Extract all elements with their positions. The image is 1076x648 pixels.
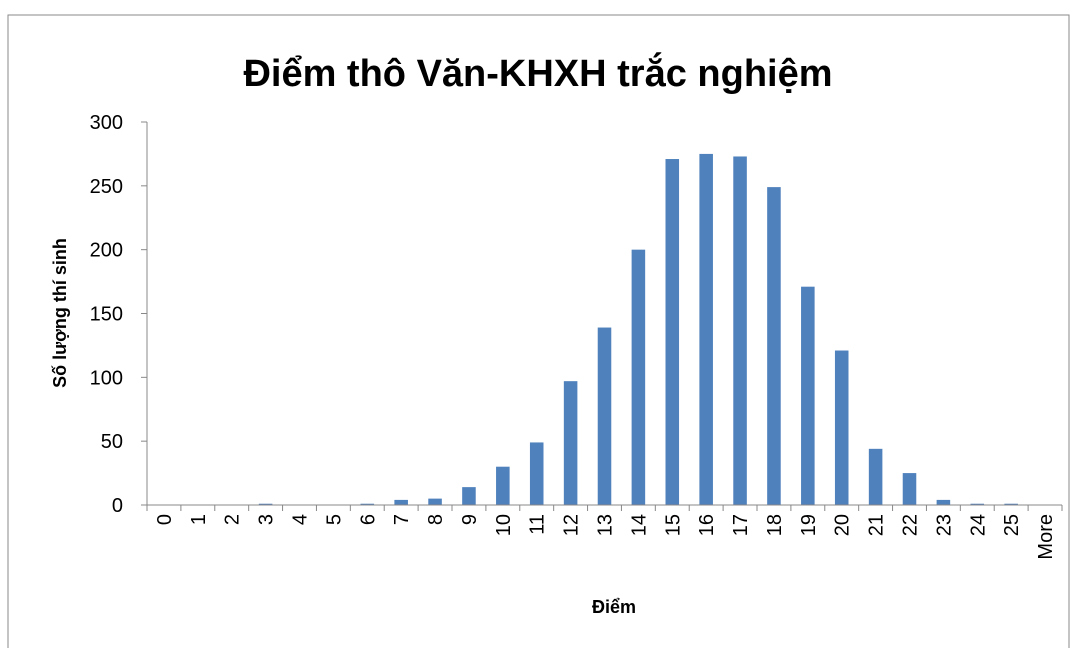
y-tick-label: 100 [90, 367, 123, 389]
x-tick-label: 24 [967, 514, 989, 536]
bar [767, 187, 781, 506]
x-tick-label: 20 [832, 514, 854, 536]
x-tick-label: 15 [662, 514, 684, 536]
x-tick-label: 1 [188, 514, 210, 525]
bar [394, 499, 408, 505]
x-tick-label: 6 [357, 514, 379, 525]
bar [733, 156, 747, 505]
x-tick-label: More [1035, 514, 1057, 560]
x-axis-label: Điểm [592, 597, 636, 617]
x-tick-label: 3 [256, 514, 278, 525]
x-tick-label: 23 [933, 514, 955, 536]
x-tick-label: 19 [798, 514, 820, 536]
y-tick-label: 150 [90, 304, 123, 326]
bar [801, 286, 815, 505]
x-tick-label: 7 [391, 514, 413, 525]
bar [665, 159, 680, 506]
x-tick-label: 4 [290, 514, 312, 525]
y-tick-label: 0 [112, 495, 123, 517]
x-tick-label: 17 [730, 514, 752, 536]
bar [1004, 503, 1018, 505]
x-tick-label: 16 [696, 514, 718, 536]
x-tick-label: 12 [561, 514, 583, 536]
y-tick-label: 300 [90, 112, 123, 134]
bar [462, 487, 476, 505]
y-axis-label: Số lượng thí sinh [50, 238, 70, 388]
bar [834, 350, 849, 505]
bar [597, 327, 612, 505]
x-tick-label: 5 [323, 514, 345, 525]
bar [699, 153, 713, 505]
y-tick-label: 50 [101, 431, 123, 453]
x-tick-label: 18 [764, 514, 786, 536]
x-tick-label: 22 [900, 514, 922, 536]
bar [529, 442, 544, 505]
x-tick-label: 9 [459, 514, 481, 525]
bar [936, 499, 951, 505]
bar [360, 503, 375, 505]
bar [563, 381, 578, 505]
bar [428, 498, 442, 505]
x-tick-label: 11 [527, 514, 549, 535]
bar [868, 448, 883, 505]
x-tick-label: 2 [222, 514, 244, 525]
bar [258, 503, 273, 505]
bar [902, 473, 917, 505]
chart-title: Điểm thô Văn-KHXH trắc nghiệm [243, 51, 832, 95]
chart-border [7, 14, 1070, 648]
y-tick-label: 250 [90, 176, 123, 198]
x-tick-label: 21 [866, 514, 888, 536]
x-tick-label: 14 [628, 514, 650, 536]
x-tick-label: 25 [1001, 514, 1023, 536]
bar [970, 503, 985, 505]
y-tick-label: 200 [90, 240, 123, 262]
x-tick-label: 8 [425, 514, 447, 525]
x-tick-label: 13 [595, 514, 617, 536]
x-tick-label: 0 [154, 514, 176, 525]
bar [496, 466, 510, 505]
bar [631, 249, 646, 505]
x-tick-label: 10 [493, 514, 515, 536]
